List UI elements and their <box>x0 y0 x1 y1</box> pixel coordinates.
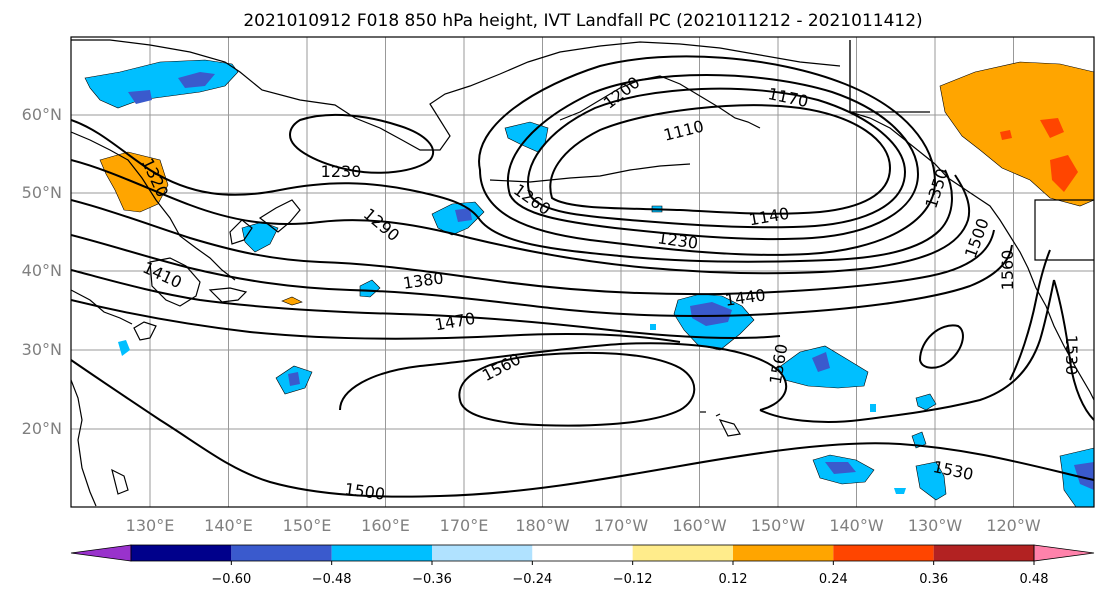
lat-label: 30°N <box>22 340 62 359</box>
colorbar-tick-label: 0.12 <box>719 572 748 587</box>
height-contours <box>71 55 1094 498</box>
colorbar-tick-label: 0.48 <box>1020 572 1049 587</box>
lon-label: 150°E <box>283 516 332 535</box>
lon-label: 120°W <box>986 516 1041 535</box>
lon-label: 130°W <box>908 516 963 535</box>
lon-label: 160°W <box>672 516 727 535</box>
colorbar-swatch <box>733 545 834 561</box>
lon-label: 150°W <box>751 516 806 535</box>
colorbar-tick-label: −0.60 <box>211 572 251 587</box>
contour-label: 1530 <box>1062 335 1081 376</box>
colorbar-outline <box>130 544 1035 562</box>
colorbar-tick-label: −0.24 <box>512 572 552 587</box>
contour-label: 1230 <box>321 162 362 181</box>
colorbar-swatch <box>331 545 432 561</box>
lon-label: 170°W <box>594 516 649 535</box>
colorbar-swatch <box>131 545 232 561</box>
contour-label: 1560 <box>998 250 1017 291</box>
colorbar-swatch <box>432 545 533 561</box>
gridlines <box>71 37 1094 507</box>
colorbar-swatch <box>231 545 332 561</box>
lat-label: 40°N <box>22 261 62 280</box>
colorbar-swatch <box>833 545 934 561</box>
colorbar-extend-high <box>1033 544 1095 562</box>
colorbar-tick-label: −0.48 <box>312 572 352 587</box>
lon-label: 180°W <box>515 516 570 535</box>
colorbar-tick-label: −0.36 <box>412 572 452 587</box>
map-title: 2021010912 F018 850 hPa height, IVT Land… <box>243 11 922 31</box>
lat-label: 20°N <box>22 419 62 438</box>
colorbar-tick-label: 0.24 <box>819 572 848 587</box>
lat-label: 60°N <box>22 105 62 124</box>
colorbar-swatch <box>632 545 733 561</box>
lon-label: 140°W <box>829 516 884 535</box>
lon-label: 140°E <box>204 516 253 535</box>
lat-label: 50°N <box>22 183 62 202</box>
colorbar-extend-low <box>70 544 132 562</box>
colorbar-tick-label: −0.12 <box>613 572 653 587</box>
lon-label: 170°E <box>440 516 489 535</box>
latitude-labels: 60°N 50°N 40°N 30°N 20°N <box>22 105 62 438</box>
longitude-labels: 130°E 140°E 150°E 160°E 170°E 180°W 170°W 160°W… <box>126 516 1041 535</box>
colorbar-swatch <box>532 545 633 561</box>
lon-label: 160°E <box>361 516 410 535</box>
colorbar: −0.60 −0.48 −0.36 −0.24 −0.12 0.12 0.24 0.36 0.4… <box>70 544 1095 587</box>
colorbar-swatch <box>933 545 1034 561</box>
colorbar-tick-label: 0.36 <box>919 572 948 587</box>
lon-label: 130°E <box>126 516 175 535</box>
map-frame <box>70 36 1095 508</box>
